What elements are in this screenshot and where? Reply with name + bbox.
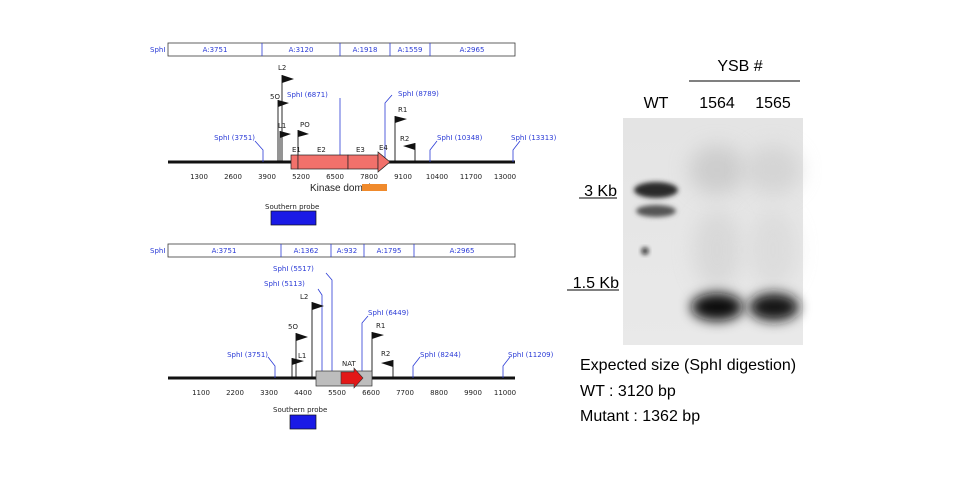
wt-primer-label: R1 (398, 106, 407, 114)
mut-fragment-label: A:1362 (294, 247, 319, 255)
nat-arrow (340, 367, 364, 389)
wt-site-label: SphI (13313) (511, 134, 557, 142)
wt-gene-map: SphI A:3751 A:3120 A:1918 A:1559 A:2965 … (150, 42, 557, 226)
mut-fragment-label: A:1795 (377, 247, 402, 255)
expected-sizes: Expected size (SphI digestion) WT : 3120… (580, 357, 796, 425)
mut-tick-label: 11000 (494, 389, 516, 397)
wt-fragment-label: A:3751 (203, 46, 228, 54)
wt-exon-label: E3 (356, 146, 365, 154)
mut-site-label: SphI (3751) (227, 351, 268, 359)
mut-tick-label: 8800 (430, 389, 448, 397)
marker-1-5kb: 1.5 Kb (573, 275, 619, 292)
wt-fragment-label: A:1918 (353, 46, 378, 54)
mut-tick-label: 9900 (464, 389, 482, 397)
lane-label-1565: 1565 (755, 95, 791, 112)
mut-primer-label: R1 (376, 322, 385, 330)
wt-tick-label: 5200 (292, 173, 310, 181)
wt-fragment-label: SphI (150, 46, 165, 54)
expected-title: Expected size (SphI digestion) (580, 357, 796, 374)
mut-fragment-label: SphI (150, 247, 165, 255)
lane-label-wt: WT (644, 95, 669, 112)
wt-site-label: SphI (6871) (287, 91, 328, 99)
wt-primer-label: PO (300, 121, 310, 129)
mut-primer-label: 5O (288, 323, 298, 331)
mut-fragment-bar: SphI A:3751 A:1362 A:932 A:1795 A:2965 (150, 243, 516, 258)
mut-site-label: SphI (5113) (264, 280, 305, 288)
wt-site-lines (254, 94, 521, 162)
wt-primer-label: L1 (278, 122, 286, 130)
wt-fragment-label: A:1559 (398, 46, 423, 54)
wt-primer-label: 5O (270, 93, 280, 101)
wt-ticks: 1300 2600 3900 5200 6500 7800 9100 10400… (190, 173, 516, 181)
southern-blot: YSB # WT 1564 1565 3 Kb 1.5 Kb (567, 58, 803, 345)
wt-southern-probe (270, 210, 317, 226)
wt-exon-label: E2 (317, 146, 326, 154)
wt-site-label: SphI (8789) (398, 90, 439, 98)
mut-tick-label: 1100 (192, 389, 210, 397)
mut-site-label: SphI (11209) (508, 351, 554, 359)
expected-wt: WT : 3120 bp (580, 383, 676, 400)
mut-site-lines (267, 272, 511, 378)
ysb-group-label: YSB # (717, 58, 762, 75)
mutant-gene-map: SphI A:3751 A:1362 A:932 A:1795 A:2965 S… (150, 243, 554, 430)
marker-3kb: 3 Kb (584, 183, 617, 200)
mut-site-label: SphI (5517) (273, 265, 314, 273)
kinase-domain-bar (362, 184, 387, 191)
wt-tick-label: 9100 (394, 173, 412, 181)
wt-fragment-bar: SphI A:3751 A:3120 A:1918 A:1559 A:2965 (150, 42, 516, 57)
mut-primers (291, 302, 394, 378)
nat-label: NAT (342, 360, 356, 368)
mut-southern-probe (289, 414, 317, 430)
mut-tick-label: 2200 (226, 389, 244, 397)
wt-exon-label: E4 (379, 144, 388, 152)
mut-tick-label: 3300 (260, 389, 278, 397)
wt-tick-label: 7800 (360, 173, 378, 181)
mut-tick-label: 5500 (328, 389, 346, 397)
wt-tick-label: 13000 (494, 173, 516, 181)
wt-tick-label: 11700 (460, 173, 482, 181)
mut-primer-label: L2 (300, 293, 308, 301)
wt-exon-label: E1 (292, 146, 301, 154)
wt-tick-label: 3900 (258, 173, 276, 181)
blot-bands (634, 145, 801, 321)
wt-exons (290, 151, 391, 173)
mut-primer-label: R2 (381, 350, 390, 358)
wt-tick-label: 1300 (190, 173, 208, 181)
wt-probe-label: Southern probe (265, 203, 319, 211)
mut-site-label: SphI (6449) (368, 309, 409, 317)
wt-site-label: SphI (10348) (437, 134, 483, 142)
lane-label-1564: 1564 (699, 95, 735, 112)
mut-probe-label: Southern probe (273, 406, 327, 414)
wt-primer-label: L2 (278, 64, 286, 72)
mut-tick-label: 6600 (362, 389, 380, 397)
mut-primer-label: L1 (298, 352, 306, 360)
mut-ticks: 1100 2200 3300 4400 5500 6600 7700 8800 … (192, 389, 516, 397)
mut-fragment-label: A:932 (337, 247, 357, 255)
wt-primer-label: R2 (400, 135, 409, 143)
wt-site-label: SphI (3751) (214, 134, 255, 142)
wt-tick-label: 6500 (326, 173, 344, 181)
mut-fragment-label: A:2965 (450, 247, 475, 255)
mut-tick-label: 7700 (396, 389, 414, 397)
wt-tick-label: 10400 (426, 173, 448, 181)
wt-fragment-label: A:3120 (289, 46, 314, 54)
mut-tick-label: 4400 (294, 389, 312, 397)
mut-fragment-label: A:3751 (212, 247, 237, 255)
wt-fragment-label: A:2965 (460, 46, 485, 54)
wt-tick-label: 2600 (224, 173, 242, 181)
wt-primers (277, 75, 416, 162)
expected-mutant: Mutant : 1362 bp (580, 408, 700, 425)
mut-site-label: SphI (8244) (420, 351, 461, 359)
kinase-domain-label: Kinase domain (310, 183, 376, 194)
